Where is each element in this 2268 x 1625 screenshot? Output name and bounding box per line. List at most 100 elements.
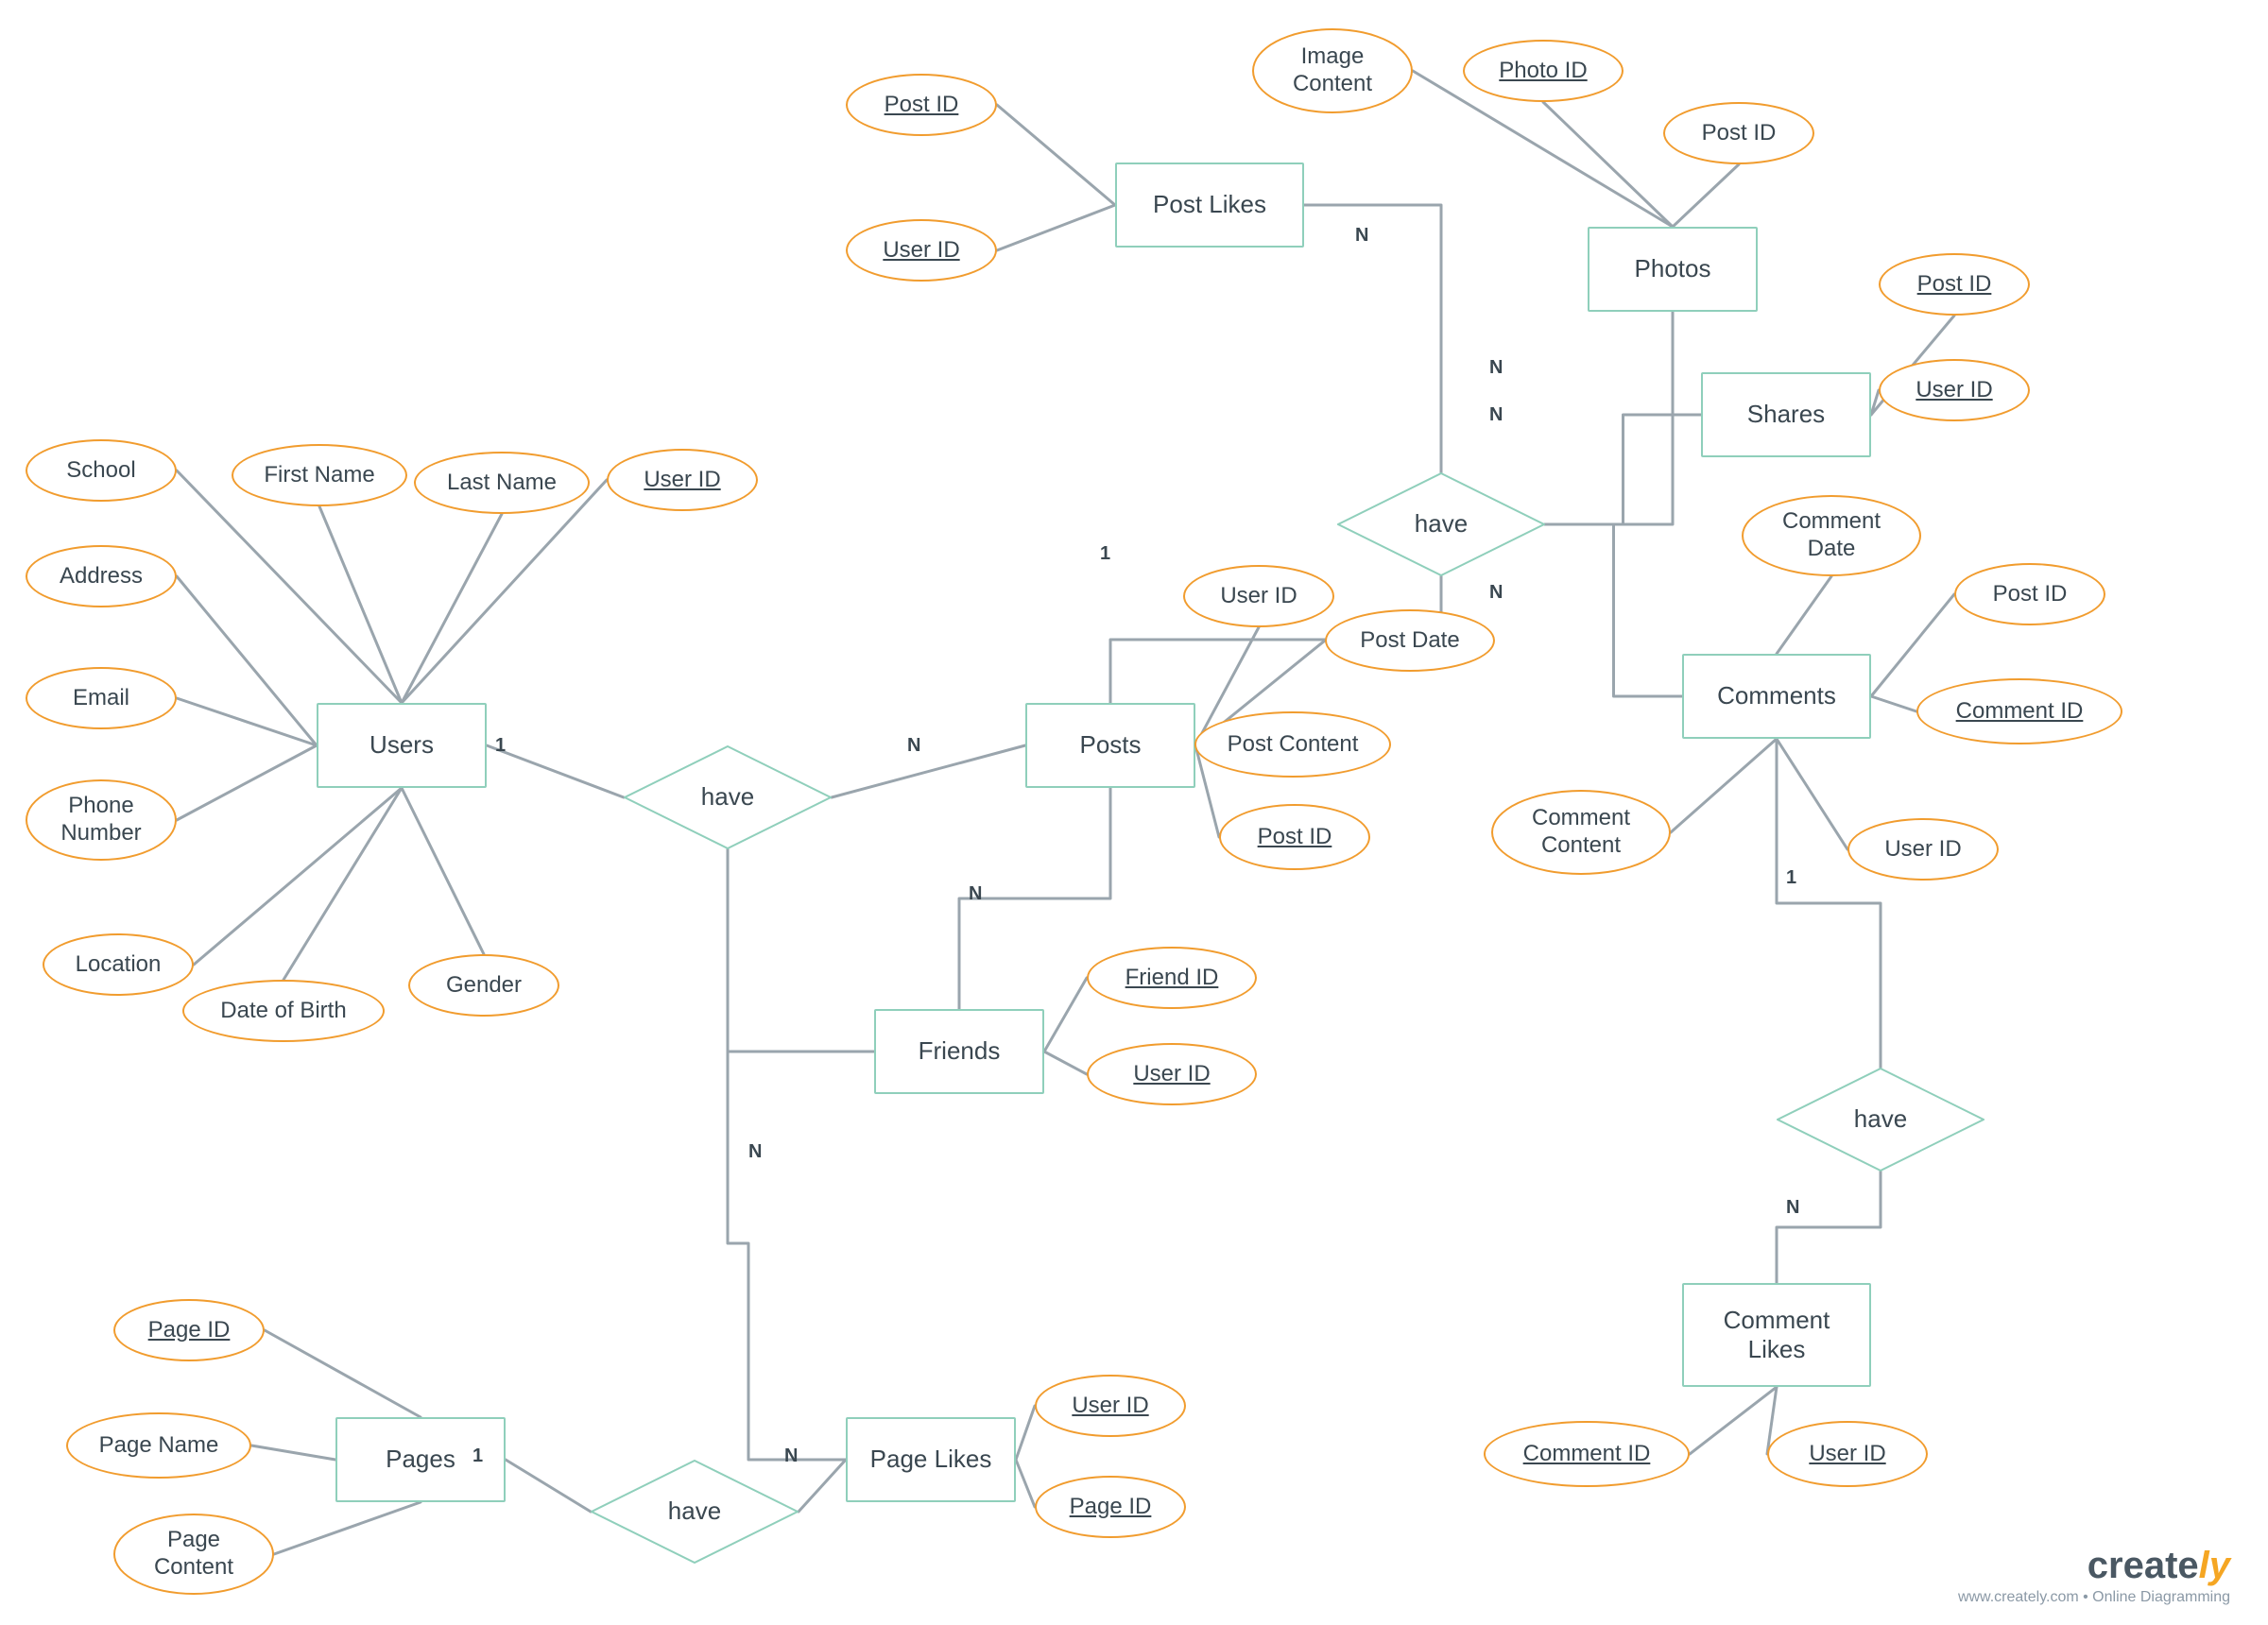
node-pl_pageId: Page ID	[1035, 1476, 1186, 1538]
node-label-cl_userId: User ID	[1803, 1441, 1891, 1468]
node-label-p_postContent: Post Content	[1222, 731, 1365, 759]
node-label-comments: Comments	[1711, 681, 1842, 710]
node-rel_posts_have: have	[1337, 472, 1545, 576]
node-cl_commentId: Comment ID	[1484, 1421, 1690, 1487]
footer-branding: creately www.creately.com • Online Diagr…	[1958, 1545, 2230, 1606]
node-u_gender: Gender	[408, 954, 559, 1017]
node-label-pg_pageId: Page ID	[143, 1317, 236, 1344]
node-label-pages: Pages	[380, 1445, 461, 1474]
node-pg_pageName: Page Name	[66, 1412, 251, 1479]
node-shares: Shares	[1701, 372, 1871, 457]
node-label-sh_userId: User ID	[1910, 377, 1998, 404]
node-label-u_lastName: Last Name	[441, 470, 562, 497]
node-label-c_postId: Post ID	[1987, 581, 2073, 608]
node-label-p_postId: Post ID	[1252, 824, 1338, 851]
node-rel_users_have: have	[624, 745, 832, 849]
node-postLikes: Post Likes	[1115, 162, 1304, 248]
node-fr_userId: User ID	[1087, 1043, 1257, 1105]
node-label-postLikes: Post Likes	[1147, 190, 1272, 219]
node-u_email: Email	[26, 667, 177, 729]
node-label-ph_postId: Post ID	[1696, 120, 1782, 147]
brand-text-2: ly	[2199, 1545, 2230, 1586]
node-u_dob: Date of Birth	[182, 980, 385, 1042]
node-label-photos: Photos	[1629, 254, 1717, 283]
node-p_postDate: Post Date	[1325, 609, 1495, 672]
node-c_commentId: Comment ID	[1916, 678, 2122, 744]
node-label-pl_userId: User ID	[1066, 1393, 1154, 1420]
node-label-rel_pages_have: have	[662, 1497, 727, 1526]
node-comments: Comments	[1682, 654, 1871, 739]
cardinality-label: 1	[472, 1445, 483, 1467]
node-label-plk_postId: Post ID	[879, 92, 965, 119]
node-label-u_email: Email	[67, 685, 135, 712]
node-label-plk_userId: User ID	[877, 237, 965, 265]
node-label-pg_pageName: Page Name	[94, 1432, 225, 1460]
node-u_userId: User ID	[607, 449, 758, 511]
node-photos: Photos	[1588, 227, 1758, 312]
node-label-posts: Posts	[1074, 730, 1146, 760]
node-p_userId: User ID	[1183, 565, 1334, 627]
node-fr_friendId: Friend ID	[1087, 947, 1257, 1009]
node-label-c_userId: User ID	[1879, 836, 1967, 864]
er-diagram-canvas: Users Posts Friends Pages Page Likes Post Lik…	[0, 0, 2268, 1625]
node-ph_imgContent: Image Content	[1252, 28, 1413, 113]
node-label-sh_postId: Post ID	[1912, 271, 1998, 299]
node-ph_photoId: Photo ID	[1463, 40, 1624, 102]
node-users: Users	[317, 703, 487, 788]
node-label-u_phone: Phone Number	[55, 793, 146, 847]
cardinality-label: N	[907, 735, 920, 757]
node-u_address: Address	[26, 545, 177, 607]
node-ph_postId: Post ID	[1663, 102, 1814, 164]
cardinality-label: 1	[495, 735, 506, 757]
node-label-fr_friendId: Friend ID	[1120, 965, 1225, 992]
cardinality-label: N	[748, 1141, 762, 1163]
brand-subtitle: www.creately.com • Online Diagramming	[1958, 1589, 2230, 1606]
node-label-rel_comments_have: have	[1848, 1104, 1913, 1134]
node-u_school: School	[26, 439, 177, 502]
node-u_lastName: Last Name	[414, 452, 590, 514]
node-c_postId: Post ID	[1954, 563, 2105, 625]
node-label-friends: Friends	[913, 1036, 1006, 1066]
node-label-shares: Shares	[1742, 400, 1830, 429]
node-rel_comments_have: have	[1777, 1068, 1984, 1172]
node-u_location: Location	[43, 933, 194, 996]
node-label-c_commentContent: Comment Content	[1526, 805, 1636, 860]
node-label-commentLikes: Comment Likes	[1718, 1306, 1836, 1364]
node-pageLikes: Page Likes	[846, 1417, 1016, 1502]
cardinality-label: N	[1786, 1197, 1799, 1219]
node-label-pl_pageId: Page ID	[1064, 1494, 1158, 1521]
cardinality-label: N	[1355, 225, 1368, 247]
node-rel_pages_have: have	[591, 1460, 799, 1564]
node-label-u_firstName: First Name	[258, 462, 380, 489]
node-label-ph_imgContent: Image Content	[1287, 43, 1378, 98]
node-label-c_commentDate: Comment Date	[1777, 508, 1886, 563]
cardinality-label: N	[784, 1445, 798, 1467]
node-label-u_gender: Gender	[440, 972, 527, 1000]
node-pl_userId: User ID	[1035, 1375, 1186, 1437]
node-label-ph_photoId: Photo ID	[1493, 58, 1592, 85]
node-p_postContent: Post Content	[1194, 711, 1391, 778]
node-u_phone: Phone Number	[26, 779, 177, 861]
node-label-rel_users_have: have	[696, 782, 760, 812]
node-p_postId: Post ID	[1219, 804, 1370, 870]
cardinality-label: N	[1489, 404, 1503, 426]
node-c_commentDate: Comment Date	[1742, 495, 1921, 576]
node-posts: Posts	[1025, 703, 1195, 788]
node-label-rel_posts_have: have	[1409, 509, 1473, 539]
node-sh_userId: User ID	[1879, 359, 2030, 421]
cardinality-label: N	[1489, 357, 1503, 379]
node-label-p_postDate: Post Date	[1354, 627, 1465, 655]
node-label-pg_pageContent: Page Content	[148, 1527, 239, 1582]
node-c_userId: User ID	[1847, 818, 1999, 881]
node-label-fr_userId: User ID	[1127, 1061, 1215, 1088]
node-friends: Friends	[874, 1009, 1044, 1094]
node-label-users: Users	[364, 730, 439, 760]
node-c_commentContent: Comment Content	[1491, 790, 1671, 875]
node-label-u_location: Location	[70, 951, 167, 979]
node-plk_postId: Post ID	[846, 74, 997, 136]
node-u_firstName: First Name	[232, 444, 407, 506]
node-pg_pageId: Page ID	[113, 1299, 265, 1361]
node-commentLikes: Comment Likes	[1682, 1283, 1871, 1387]
node-label-cl_commentId: Comment ID	[1518, 1441, 1657, 1468]
node-label-pageLikes: Page Likes	[865, 1445, 998, 1474]
